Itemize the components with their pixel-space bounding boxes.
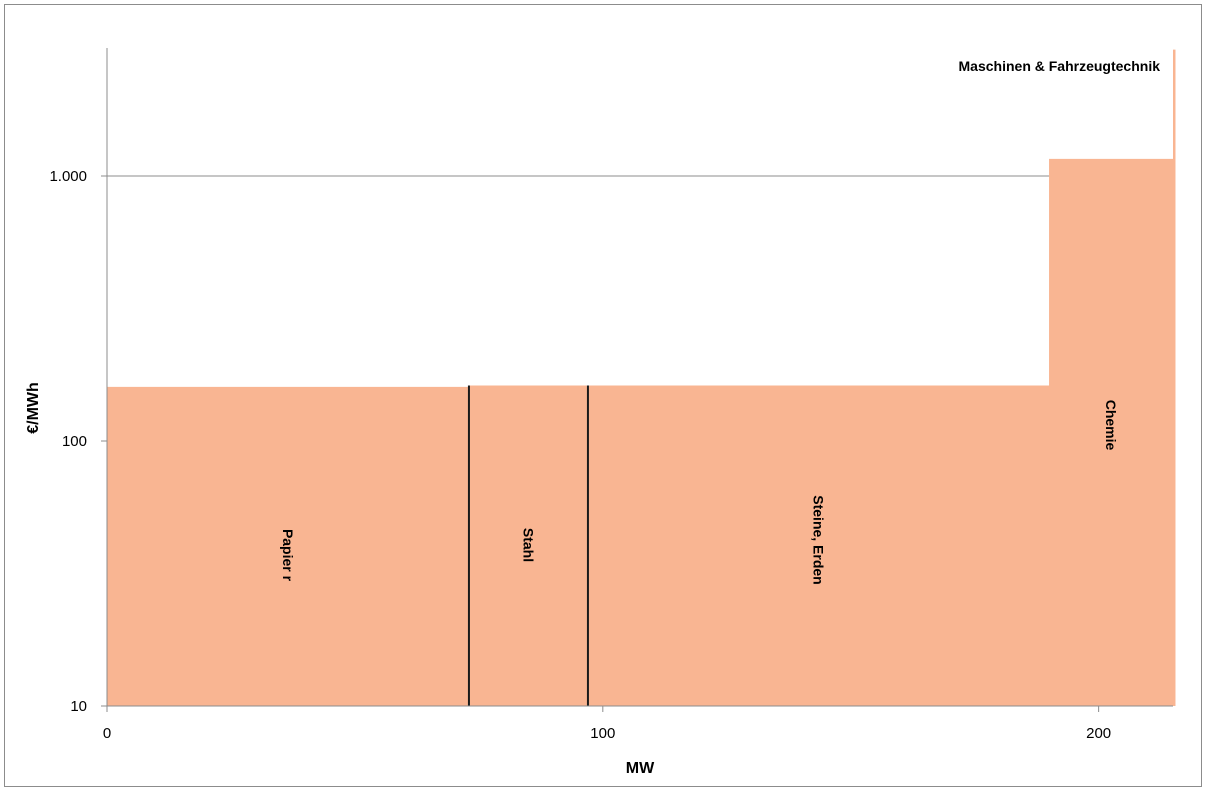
x-tick-label: 200 [1086,725,1111,742]
segment-label: Papier r [280,529,296,582]
segment-bar [1173,50,1175,706]
x-axis-title: MW [626,760,655,777]
segment-label: Chemie [1103,400,1119,451]
x-tick-label: 0 [103,725,111,742]
segment-label: Steine, Erden [810,495,826,584]
axes [101,48,1173,712]
tick-labels: 10 100 1.000 0 100 200 [49,168,1111,742]
y-axis-title: €/MWh [25,382,42,434]
segment-dividers [467,385,589,706]
y-tick-label: 100 [62,433,87,450]
chart-segments [107,49,1176,706]
segment-label: Stahl [520,528,536,562]
x-tick-label: 100 [590,725,615,742]
y-tick-label: 1.000 [49,168,87,185]
segment-label: Maschinen & Fahrzeugtechnik [959,58,1161,74]
step-area [107,49,1176,706]
segment-labels: Papier r Stahl Steine, Erden Chemie Maschine… [280,58,1160,585]
y-tick-label: 10 [70,698,87,715]
